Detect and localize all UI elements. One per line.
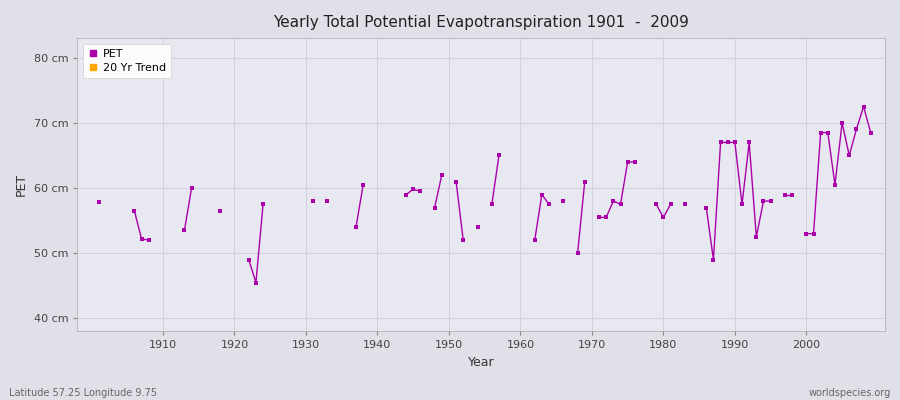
X-axis label: Year: Year [468,356,494,369]
Title: Yearly Total Potential Evapotranspiration 1901  -  2009: Yearly Total Potential Evapotranspiratio… [274,15,689,30]
Legend: PET, 20 Yr Trend: PET, 20 Yr Trend [83,44,171,78]
Text: worldspecies.org: worldspecies.org [809,388,891,398]
Y-axis label: PET: PET [15,173,28,196]
Text: Latitude 57.25 Longitude 9.75: Latitude 57.25 Longitude 9.75 [9,388,157,398]
